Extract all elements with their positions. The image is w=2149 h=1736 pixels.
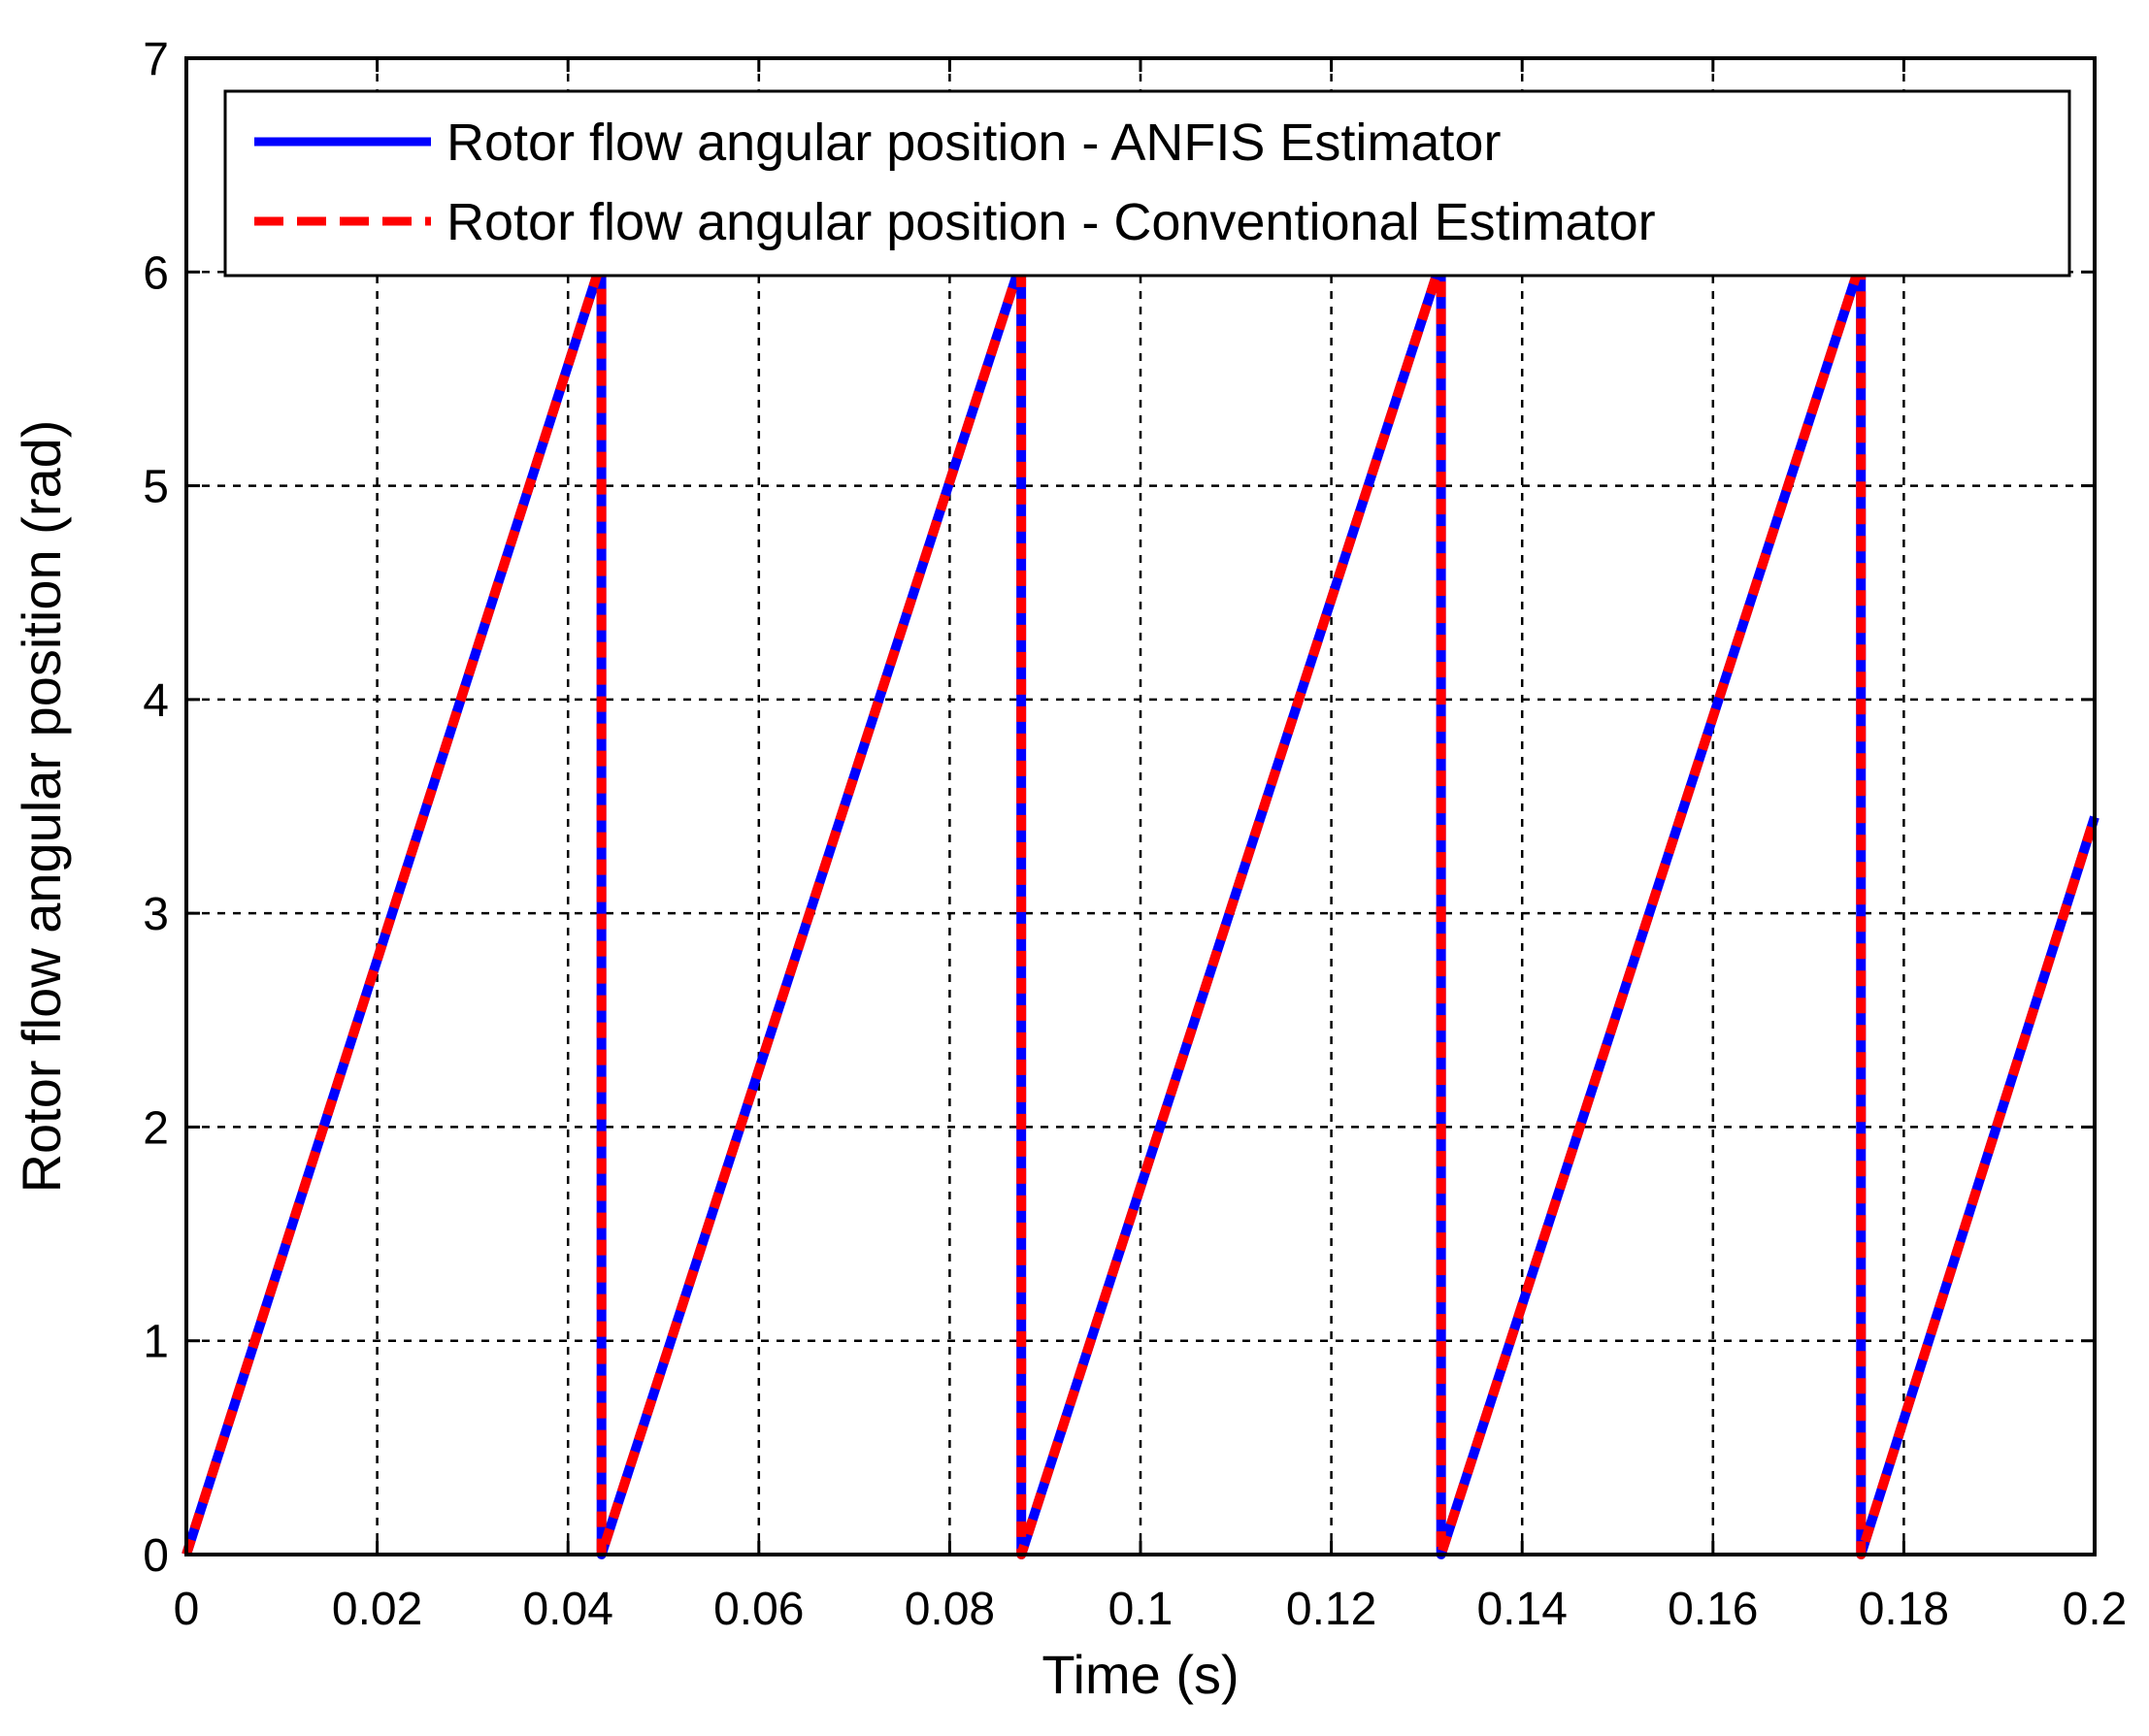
series-line [182, 256, 2099, 1559]
y-tick-label: 5 [143, 462, 169, 513]
y-tick-label: 3 [143, 889, 169, 940]
x-tick-label: 0.18 [1859, 1584, 1949, 1635]
x-tick-label: 0.08 [905, 1584, 995, 1635]
series-layer [182, 256, 2099, 1559]
y-axis-label: Rotor flow angular position (rad) [11, 420, 72, 1194]
x-tick-label: 0.04 [522, 1584, 612, 1635]
x-tick-label: 0.16 [1668, 1584, 1758, 1635]
x-axis-label: Time (s) [1041, 1644, 1239, 1705]
y-tick-label: 7 [143, 34, 169, 85]
y-tick-label: 6 [143, 247, 169, 299]
x-tick-label: 0.1 [1108, 1584, 1174, 1635]
ticks: 0 0.02 0.04 0.06 0.08 0.1 0.12 0.14 0.16 0.18 0.2 0… [143, 34, 2127, 1635]
x-tick-label: 0.12 [1286, 1584, 1376, 1635]
y-tick-label: 2 [143, 1102, 169, 1154]
legend: Rotor flow angular position - ANFIS Esti… [223, 89, 2071, 278]
legend-label: Rotor flow angular position - ANFIS Esti… [446, 114, 1501, 172]
legend-label: Rotor flow angular position - Convention… [446, 193, 1656, 251]
x-tick-label: 0.02 [332, 1584, 422, 1635]
y-tick-label: 1 [143, 1317, 169, 1368]
y-tick-label: 0 [143, 1530, 169, 1582]
y-tick-label: 4 [143, 675, 169, 727]
x-tick-label: 0.2 [2063, 1584, 2128, 1635]
x-tick-label: 0.14 [1476, 1584, 1567, 1635]
x-tick-label: 0 [174, 1584, 200, 1635]
x-tick-label: 0.06 [713, 1584, 804, 1635]
legend-box [223, 89, 2071, 278]
